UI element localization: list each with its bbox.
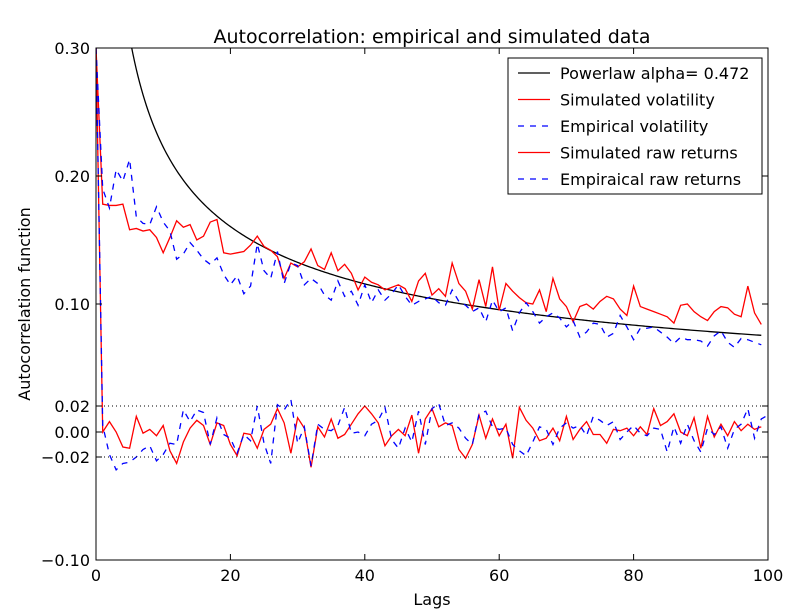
- reference-lines: [96, 405, 768, 458]
- y-axis-label: Autocorrelation function: [15, 207, 34, 400]
- x-tick-label: 20: [220, 566, 240, 585]
- series-layer: [96, 48, 768, 471]
- x-tick-label: 100: [753, 566, 784, 585]
- y-tick-label: 0.10: [54, 295, 90, 314]
- y-tick-label: 0.00: [54, 423, 90, 442]
- legend-box: [507, 57, 763, 195]
- axis-ticks: 0 20 40 60 80 100 −0.10 −0.02 0.00 0.02 0.10 0.20 0.…: [41, 39, 783, 585]
- legend-label: Empiraical raw returns: [560, 170, 741, 189]
- series-line-simulated-raw-returns: [96, 48, 762, 468]
- legend-label: Simulated raw returns: [560, 144, 738, 163]
- series-line-empirical-volatility: [96, 48, 762, 349]
- legend: Powerlaw alpha= 0.472 Simulated volatilit…: [507, 57, 763, 195]
- x-tick-label: 40: [355, 566, 375, 585]
- x-axis-label: Lags: [413, 590, 450, 609]
- y-tick-label: −0.02: [41, 448, 90, 467]
- series-line-simulated-volatility: [96, 48, 762, 325]
- legend-label: Powerlaw alpha= 0.472: [560, 64, 749, 83]
- legend-label: Simulated volatility: [560, 91, 715, 110]
- x-tick-label: 60: [489, 566, 509, 585]
- y-tick-label: −0.10: [41, 551, 90, 570]
- x-tick-label: 80: [623, 566, 643, 585]
- y-tick-label: 0.30: [54, 39, 90, 58]
- series-line-empiraical-raw-returns: [96, 48, 768, 471]
- x-tick-label: 0: [91, 566, 101, 585]
- legend-label: Empirical volatility: [560, 117, 708, 136]
- y-tick-label: 0.02: [54, 397, 90, 416]
- chart-title: Autocorrelation: empirical and simulated…: [213, 26, 650, 48]
- y-tick-label: 0.20: [54, 167, 90, 186]
